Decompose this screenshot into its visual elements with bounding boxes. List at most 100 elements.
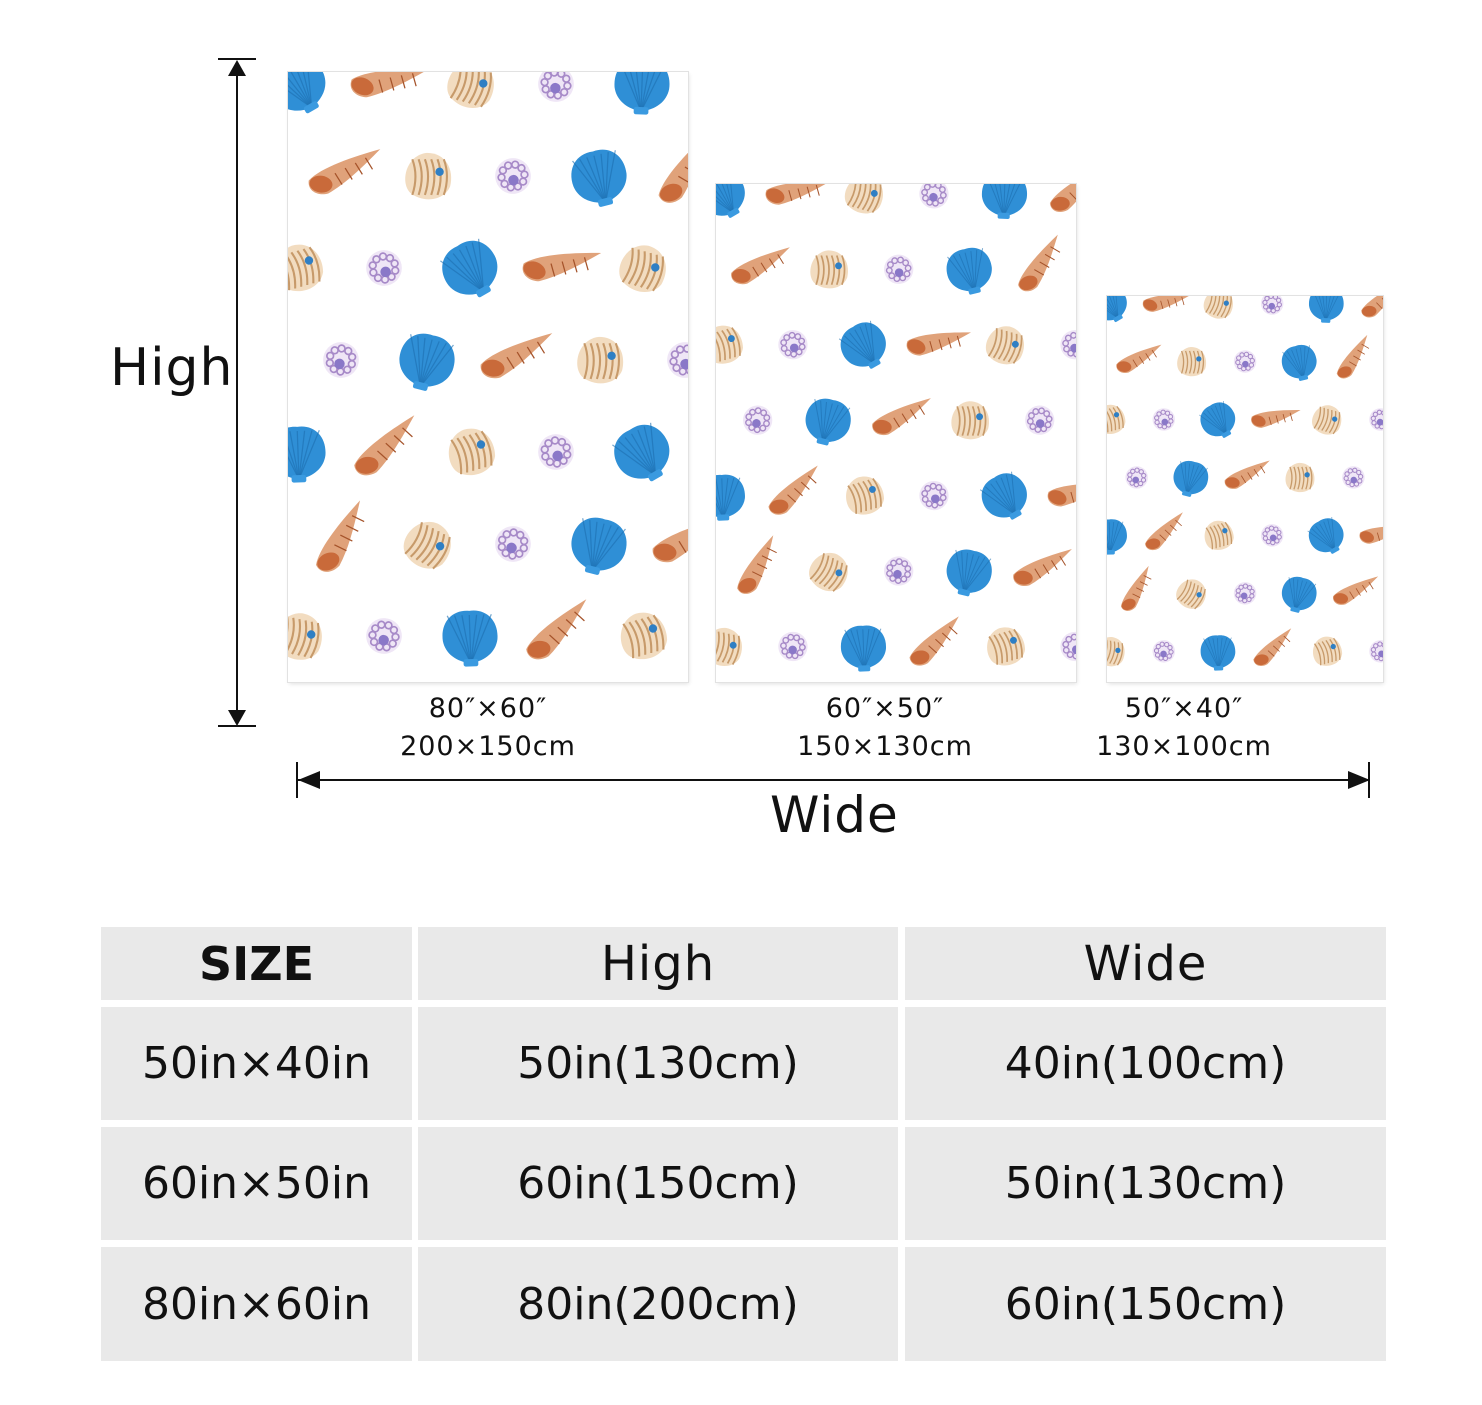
blue-scallop-shell-icon bbox=[1199, 401, 1236, 438]
nautilus-shell-icon bbox=[986, 326, 1025, 365]
table-cell-size: 60in×50in bbox=[101, 1127, 412, 1240]
purple-sea-urchin-icon bbox=[884, 556, 914, 586]
blue-scallop-shell-icon bbox=[1307, 516, 1344, 554]
blue-scallop-shell-icon bbox=[440, 238, 498, 298]
nautilus-shell-icon bbox=[577, 336, 624, 384]
table-cell-high: 80in(200cm) bbox=[418, 1247, 898, 1361]
table-header-size: SIZE bbox=[101, 927, 412, 1000]
blue-scallop-shell-icon bbox=[614, 72, 670, 115]
blue-scallop-shell-icon bbox=[399, 333, 455, 391]
height-label: High bbox=[110, 338, 234, 398]
orange-conch-shell-icon bbox=[354, 415, 415, 476]
orange-conch-shell-icon bbox=[316, 500, 365, 572]
blue-scallop-shell-icon bbox=[612, 422, 670, 482]
purple-sea-urchin-icon bbox=[778, 330, 808, 360]
nautilus-shell-icon bbox=[620, 612, 668, 660]
blue-scallop-shell-icon bbox=[288, 72, 326, 114]
blue-scallop-shell-icon bbox=[571, 149, 627, 207]
nautilus-shell-icon bbox=[1204, 520, 1234, 550]
nautilus-shell-icon bbox=[288, 244, 324, 292]
orange-conch-shell-icon bbox=[1120, 565, 1152, 611]
blue-scallop-shell-icon bbox=[805, 398, 851, 446]
blue-scallop-shell-icon bbox=[1107, 519, 1127, 555]
nautilus-shell-icon bbox=[1177, 346, 1207, 377]
seashell-pattern-small bbox=[1107, 296, 1383, 682]
width-label: Wide bbox=[770, 786, 899, 844]
arrow-left-icon bbox=[298, 771, 320, 789]
nautilus-shell-icon bbox=[1312, 636, 1343, 666]
table-header-high: High bbox=[418, 927, 898, 1000]
table-cell-high: 50in(130cm) bbox=[418, 1007, 898, 1120]
blue-scallop-shell-icon bbox=[840, 625, 886, 672]
purple-sea-urchin-icon bbox=[1152, 640, 1176, 663]
orange-conch-shell-icon bbox=[1359, 525, 1383, 544]
arrow-right-icon bbox=[1348, 771, 1370, 789]
purple-sea-urchin-icon bbox=[495, 526, 531, 562]
blanket-small bbox=[1107, 296, 1383, 682]
height-bottom-tick bbox=[218, 725, 256, 727]
orange-conch-shell-icon bbox=[765, 184, 830, 205]
nautilus-shell-icon bbox=[619, 245, 666, 292]
purple-sea-urchin-icon bbox=[1369, 408, 1383, 431]
blue-scallop-shell-icon bbox=[716, 474, 745, 521]
orange-conch-shell-icon bbox=[652, 517, 688, 563]
orange-conch-shell-icon bbox=[731, 247, 790, 285]
orange-conch-shell-icon bbox=[480, 333, 553, 379]
seashell-pattern-large bbox=[288, 72, 688, 667]
orange-conch-shell-icon bbox=[1116, 344, 1162, 373]
blue-scallop-shell-icon bbox=[1281, 344, 1317, 381]
nautilus-shell-icon bbox=[810, 250, 848, 289]
orange-conch-shell-icon bbox=[308, 149, 381, 195]
orange-conch-shell-icon bbox=[658, 133, 688, 203]
blue-scallop-shell-icon bbox=[442, 610, 498, 667]
nautilus-shell-icon bbox=[1285, 462, 1315, 493]
blue-scallop-shell-icon bbox=[981, 184, 1028, 219]
nautilus-shell-icon bbox=[448, 428, 496, 476]
orange-conch-shell-icon bbox=[872, 398, 931, 436]
purple-sea-urchin-icon bbox=[1342, 466, 1365, 489]
purple-sea-urchin-icon bbox=[366, 250, 402, 286]
table-cell-high: 60in(150cm) bbox=[418, 1127, 898, 1240]
purple-sea-urchin-icon bbox=[1260, 296, 1284, 315]
blue-scallop-shell-icon bbox=[1200, 635, 1236, 671]
nautilus-shell-icon bbox=[809, 552, 848, 592]
nautilus-shell-icon bbox=[846, 476, 885, 515]
arrow-up-icon bbox=[228, 60, 246, 76]
purple-sea-urchin-icon bbox=[1152, 408, 1176, 431]
orange-conch-shell-icon bbox=[906, 332, 971, 356]
purple-sea-urchin-icon bbox=[1060, 631, 1076, 662]
size-label-medium: 60″×50″ 150×130cm bbox=[777, 690, 993, 766]
nautilus-shell-icon bbox=[716, 627, 742, 666]
purple-sea-urchin-icon bbox=[495, 158, 531, 194]
nautilus-shell-icon bbox=[1203, 296, 1233, 319]
nautilus-shell-icon bbox=[1176, 579, 1206, 610]
blue-scallop-shell-icon bbox=[1173, 460, 1209, 497]
arrow-down-icon bbox=[228, 710, 246, 726]
table-cell-size: 50in×40in bbox=[101, 1007, 412, 1120]
orange-conch-shell-icon bbox=[1336, 334, 1370, 379]
size-cm: 150×130cm bbox=[797, 731, 973, 762]
height-top-tick bbox=[218, 58, 256, 60]
purple-sea-urchin-icon bbox=[667, 342, 688, 378]
orange-conch-shell-icon bbox=[1253, 628, 1292, 667]
purple-sea-urchin-icon bbox=[1025, 405, 1055, 435]
blanket-large bbox=[288, 72, 688, 682]
table-cell-size: 80in×60in bbox=[101, 1247, 412, 1361]
size-label-large: 80″×60″ 200×150cm bbox=[380, 690, 596, 766]
blue-scallop-shell-icon bbox=[1281, 576, 1317, 613]
nautilus-shell-icon bbox=[951, 401, 990, 440]
orange-conch-shell-icon bbox=[1142, 296, 1193, 312]
purple-sea-urchin-icon bbox=[1125, 466, 1148, 489]
purple-sea-urchin-icon bbox=[919, 184, 949, 209]
blue-scallop-shell-icon bbox=[571, 517, 627, 575]
size-label-small: 50″×40″ 130×100cm bbox=[1076, 690, 1292, 766]
nautilus-shell-icon bbox=[403, 521, 451, 570]
purple-sea-urchin-icon bbox=[366, 618, 402, 654]
height-dimension-line bbox=[236, 62, 238, 724]
purple-sea-urchin-icon bbox=[884, 254, 914, 284]
purple-sea-urchin-icon bbox=[778, 631, 808, 662]
purple-sea-urchin-icon bbox=[1060, 330, 1076, 360]
orange-conch-shell-icon bbox=[1145, 512, 1183, 551]
table-cell-wide: 50in(130cm) bbox=[905, 1127, 1386, 1240]
purple-sea-urchin-icon bbox=[919, 480, 949, 511]
